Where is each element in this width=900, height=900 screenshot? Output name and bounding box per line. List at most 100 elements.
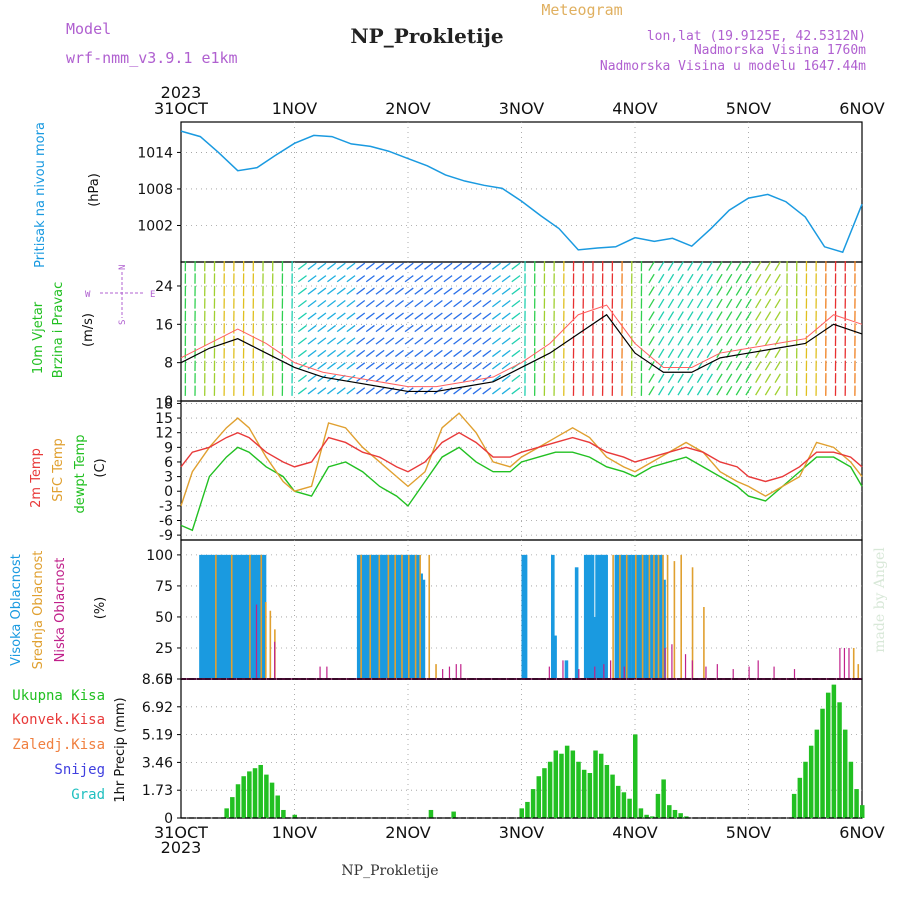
precip-bar xyxy=(598,753,604,818)
wind-arrow xyxy=(365,362,375,370)
wind-arrow xyxy=(194,298,196,309)
wind-arrow xyxy=(631,348,633,359)
wind-arrow xyxy=(336,387,346,395)
wind-arrow xyxy=(786,385,788,396)
wind-arrow xyxy=(501,312,511,320)
wind-arrow xyxy=(443,362,453,370)
wind-arrow xyxy=(725,298,733,309)
dewpt-line xyxy=(180,446,863,532)
time-label-bottom: 6NOV xyxy=(839,823,884,842)
cloud-bar xyxy=(415,554,420,679)
wind-arrow xyxy=(453,262,463,270)
wind-arrow xyxy=(233,373,235,384)
cloud-bar xyxy=(199,554,203,679)
wind-arrow xyxy=(414,324,424,333)
wind-arrow xyxy=(297,275,307,283)
wind-arrow xyxy=(365,299,375,308)
wind-arrow xyxy=(281,360,284,371)
time-label-top: 6NOV xyxy=(839,99,884,118)
wind-arrow xyxy=(472,287,482,295)
cloud-bar xyxy=(421,579,426,679)
wind-arrow xyxy=(317,275,327,283)
wind-panel: 24 16 8 0 xyxy=(155,260,863,410)
wind-arrow xyxy=(601,335,604,347)
wind-arrow xyxy=(356,337,366,345)
wind-arrow xyxy=(453,287,463,295)
wind-arrow xyxy=(677,385,684,396)
cloud-bar xyxy=(397,554,402,679)
wind-arrow xyxy=(501,349,511,358)
cloud-bar xyxy=(369,554,372,679)
cloud-bar xyxy=(326,666,328,679)
wind-arrow xyxy=(543,373,546,384)
wind-arrow xyxy=(213,298,216,309)
wind-arrow xyxy=(658,323,665,334)
time-label-bottom: 3NOV xyxy=(499,823,544,842)
wind-arrow xyxy=(795,260,798,272)
wind-arrow xyxy=(755,298,762,309)
cloud-bar xyxy=(641,554,644,679)
cloud-label-mid: Srednja Oblacnost xyxy=(31,551,46,670)
wind-arrow xyxy=(543,323,546,334)
wind-arrow xyxy=(696,323,704,334)
cloud-bar xyxy=(586,554,590,679)
wind-arrow xyxy=(648,385,655,396)
wind-arrow xyxy=(327,337,337,345)
wind-arrow xyxy=(677,336,684,346)
wind-arrow xyxy=(687,273,694,284)
cloud-label-high: Visoka Oblacnost xyxy=(9,554,24,666)
wind-arrow xyxy=(621,273,623,284)
cloud-bar xyxy=(363,554,368,679)
wind-arrow xyxy=(271,385,274,396)
cloud-bar xyxy=(583,554,588,679)
year-bottom: 2023 xyxy=(161,838,202,857)
wind-arrow xyxy=(453,362,463,370)
model-name: wrf-nmm_v3.9.1 e1km xyxy=(66,49,238,67)
wind-arrow xyxy=(307,324,317,333)
wind-arrow xyxy=(592,348,594,359)
wind-arrow xyxy=(433,312,443,320)
wind-arrow xyxy=(572,348,575,359)
wind-arrow xyxy=(365,349,375,358)
wind-arrow xyxy=(543,348,546,359)
wind-arrow xyxy=(854,348,856,359)
wind-arrow xyxy=(533,260,536,272)
wind-arrow xyxy=(394,275,404,283)
wind-arrow xyxy=(194,260,196,272)
bottom-time-labels: 31OCT 1NOV 2NOV 3NOV 4NOV 5NOV 6NOV xyxy=(154,823,885,842)
wind-arrow xyxy=(648,311,655,321)
wind-arrow xyxy=(233,298,235,309)
wind-arrow xyxy=(621,360,623,371)
wind-arrow xyxy=(648,273,655,284)
wind-arrow xyxy=(252,310,255,322)
cloud-bar xyxy=(852,647,855,679)
wind-arrow xyxy=(346,287,356,295)
wind-arrow xyxy=(262,348,264,359)
precip-bar xyxy=(808,745,814,818)
svg-text:E: E xyxy=(150,290,155,300)
wind-arrow xyxy=(582,348,584,359)
wind-arrow xyxy=(307,387,317,395)
cloud-bar xyxy=(249,554,253,679)
wind-arrow xyxy=(696,273,704,284)
wind-arrow xyxy=(572,360,575,371)
wind-arrow xyxy=(501,324,511,333)
wind-arrow xyxy=(764,373,772,384)
wind-arrow xyxy=(716,286,723,296)
wind-arrow xyxy=(365,287,375,295)
wind-arrow xyxy=(242,298,245,309)
cloud-bar xyxy=(235,554,240,679)
wind-arrow xyxy=(854,385,856,396)
wind-arrow xyxy=(640,310,643,322)
wind-tick-label: 8 xyxy=(164,356,173,372)
wind-arrow xyxy=(716,323,723,334)
wind-arrow xyxy=(640,298,643,309)
wind-arrow xyxy=(716,273,723,284)
wind-arrow xyxy=(563,323,565,334)
wind-arrow xyxy=(795,323,798,334)
precip-bar xyxy=(530,789,536,818)
wind-arrow xyxy=(582,385,584,396)
watermark: made by Angel xyxy=(872,547,888,653)
wind-arrow xyxy=(233,323,235,334)
wind-arrow xyxy=(394,299,404,308)
